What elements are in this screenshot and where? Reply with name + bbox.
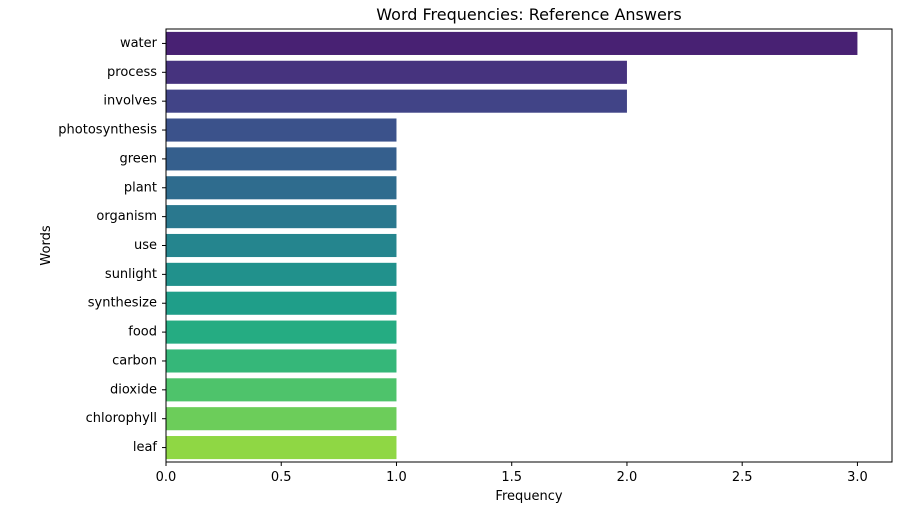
x-axis-ticks: 0.0 0.5 1.0 1.5 2.0 2.5 3.0 — [156, 462, 868, 485]
y-tick-label: process — [107, 65, 157, 80]
x-tick-label: 0.0 — [156, 470, 177, 485]
bar-leaf — [166, 436, 397, 460]
y-tick-label: carbon — [112, 353, 157, 368]
x-tick-label: 3.0 — [847, 470, 868, 485]
y-tick-label: organism — [96, 209, 157, 224]
bar-use — [166, 233, 397, 258]
x-tick-label: 2.0 — [617, 470, 638, 485]
y-tick-label: photosynthesis — [58, 123, 157, 138]
y-tick-label: plant — [124, 180, 157, 195]
x-tick-label: 0.5 — [271, 470, 292, 485]
chart-title: Word Frequencies: Reference Answers — [376, 5, 681, 24]
plot-frame — [165, 28, 893, 463]
y-tick-label: food — [128, 325, 157, 340]
bar-green — [166, 147, 397, 171]
y-tick-label: green — [119, 151, 157, 166]
y-tick-label: dioxide — [110, 382, 157, 397]
y-tick-label: use — [134, 238, 157, 253]
y-tick-label: involves — [103, 94, 157, 109]
y-axis-ticks: water process involves photosynthesis green p… — [58, 36, 166, 455]
x-tick-label: 1.0 — [386, 470, 407, 485]
x-tick-label: 1.5 — [501, 470, 522, 485]
y-axis-label: Words — [39, 225, 54, 265]
y-tick-label: water — [120, 36, 158, 51]
bar-chlorophyll — [166, 407, 397, 431]
bar-plant — [166, 176, 397, 200]
x-tick-label: 2.5 — [732, 470, 753, 485]
bar-involves — [166, 89, 627, 113]
bar-synthesize — [166, 291, 397, 315]
bar-process — [166, 60, 627, 84]
bar-sunlight — [166, 262, 397, 286]
bar-water — [166, 31, 858, 55]
bar-food — [166, 320, 397, 344]
bars-group — [166, 31, 858, 460]
y-tick-label: sunlight — [105, 267, 157, 282]
bar-carbon — [166, 349, 397, 373]
bar-photosynthesis — [166, 118, 397, 142]
x-axis-label: Frequency — [495, 489, 562, 504]
bar-dioxide — [166, 378, 397, 402]
bar-organism — [166, 205, 397, 229]
y-tick-label: synthesize — [88, 296, 157, 311]
y-tick-label: leaf — [133, 440, 158, 455]
y-tick-label: chlorophyll — [86, 411, 157, 426]
